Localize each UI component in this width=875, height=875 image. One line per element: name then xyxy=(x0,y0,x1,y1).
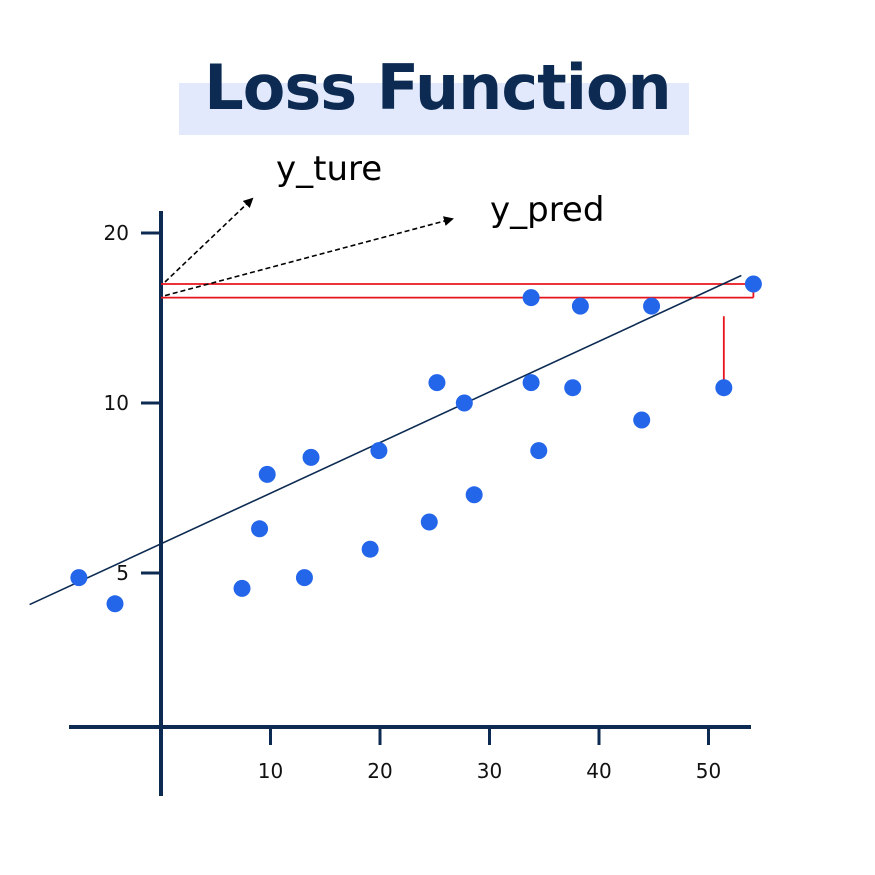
data-point xyxy=(564,379,582,397)
data-point xyxy=(258,465,276,483)
y-true-arrow xyxy=(164,197,254,283)
x-tick-label: 40 xyxy=(586,759,611,783)
data-point xyxy=(715,379,733,397)
data-point xyxy=(643,297,661,315)
data-point xyxy=(302,448,320,466)
y-pred-label: y_pred xyxy=(490,190,604,230)
data-point xyxy=(428,374,446,392)
y-tick-label: 5 xyxy=(116,561,129,585)
data-point xyxy=(251,520,269,538)
data-point xyxy=(522,289,540,307)
x-tick-label: 20 xyxy=(367,759,392,783)
data-point xyxy=(530,442,548,460)
data-point xyxy=(455,394,473,412)
data-point xyxy=(571,297,589,315)
regression-line xyxy=(29,274,742,606)
title-highlight xyxy=(179,83,689,135)
x-tick-label: 50 xyxy=(696,759,721,783)
y-pred-arrow xyxy=(164,216,454,297)
data-point xyxy=(420,513,438,531)
data-point xyxy=(633,411,651,429)
data-point xyxy=(370,442,388,460)
data-point xyxy=(522,374,540,392)
x-tick-label: 30 xyxy=(477,759,502,783)
data-point xyxy=(233,579,251,597)
x-tick-label: 10 xyxy=(258,759,283,783)
data-point xyxy=(106,595,124,613)
data-point xyxy=(361,540,379,558)
data-point xyxy=(744,275,762,293)
y-tick-label: 10 xyxy=(104,391,129,415)
y-true-label: y_ture xyxy=(276,149,382,189)
data-point xyxy=(70,569,88,587)
chart-title: Loss Function xyxy=(204,51,671,124)
data-point xyxy=(295,569,313,587)
y-tick-label: 20 xyxy=(104,221,129,245)
data-point xyxy=(465,486,483,504)
